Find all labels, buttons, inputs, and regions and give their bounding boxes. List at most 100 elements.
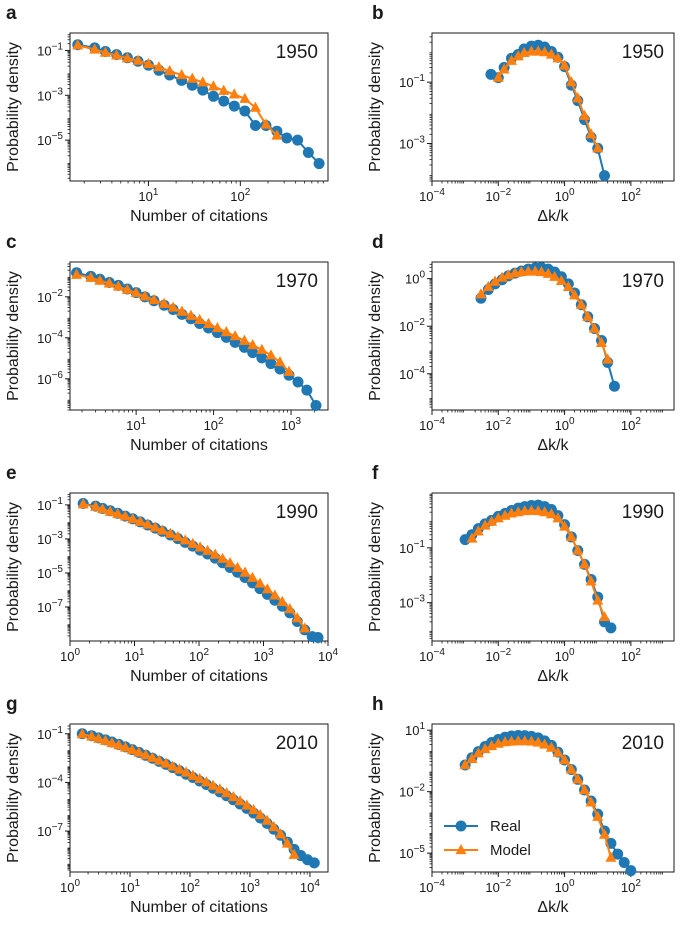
x-tick-label: 103 [240,878,260,895]
data-point-model [598,828,610,839]
y-tick-label: 10−1 [37,725,63,742]
panel-letter: c [6,232,17,253]
x-tick-label: 102 [230,187,250,204]
year-annotation: 1970 [622,271,664,292]
y-tick-label: 10−5 [399,844,425,861]
y-tick-label: 10−2 [399,783,425,800]
x-tick-label: 10−4 [419,416,445,433]
data-point-model [539,46,551,57]
data-point-model [232,561,244,572]
data-point-model [142,57,154,69]
data-point-model [239,92,251,103]
data-point-model [227,790,239,802]
data-point-model [472,525,484,536]
data-point-model [104,505,116,516]
data-point-real [197,84,209,96]
legend-label-model: Model [490,842,531,859]
data-point-model [185,309,197,320]
data-point-model [275,828,287,839]
data-point-model [164,527,176,538]
data-point-model [249,101,261,112]
data-point-model [489,275,501,286]
y-axis-title: Probability density [367,42,384,172]
y-tick-label: 10−3 [37,530,63,547]
axes-frame [69,261,329,411]
data-point-model [241,799,253,810]
data-point-model [271,129,283,140]
data-point-model [288,848,300,859]
y-axis-title: Probability density [5,271,22,401]
y-tick-label: 101 [405,721,425,738]
y-tick-label: 10−1 [37,41,63,58]
y-tick-label: 10−5 [37,564,63,581]
data-point-model [119,510,131,521]
legend-marker-real [455,820,467,832]
data-point-model [167,760,179,771]
data-point-model [224,557,236,568]
series-model [71,268,295,376]
data-point-model [559,520,571,531]
data-point-model [197,76,209,87]
data-point-model [127,512,139,524]
x-tick-label: 10−2 [485,647,511,664]
data-point-model [172,530,184,542]
y-tick-label: 10−4 [399,365,425,382]
data-point-model [85,271,97,282]
data-point-model [605,851,617,862]
panel-letter: a [6,3,17,24]
data-point-model [545,508,557,519]
data-point-model [585,796,597,807]
data-point-model [121,52,133,63]
data-point-model [562,280,574,292]
x-tick-label: 10−4 [419,187,445,204]
data-point-real [218,95,230,107]
data-point-model [229,330,241,341]
x-tick-label: 103 [281,416,301,433]
x-tick-label: 10−2 [485,878,511,895]
y-tick-label: 10−3 [399,135,425,152]
data-point-model [76,728,88,739]
data-point-model [569,289,581,300]
data-point-real [292,376,304,388]
data-point-model [207,80,219,91]
data-point-model [187,769,199,780]
data-point-model [492,71,504,82]
y-axis-title: Probability density [367,502,384,632]
legend-label-real: Real [490,818,521,835]
data-point-model [498,63,510,74]
data-point-model [200,776,212,787]
panel-f: f 10−1 10−3 10−4 10−2 100 102 Δk/k Probability d… [367,463,675,685]
data-point-real [239,105,251,117]
data-point-real [625,865,637,877]
data-point-real [612,848,624,860]
data-point-model [565,763,577,774]
data-point-model [596,336,608,347]
data-point-model [539,506,551,517]
data-point-model [126,743,138,755]
panel-e: e 10−1 10−3 10−5 10−7 100 101 102 103 104 Number o… [5,463,338,685]
data-point-model [522,265,534,276]
data-point-model [239,566,251,577]
data-point-model [97,503,109,514]
panel-b: b 10−1 10−3 10−4 10−2 100 102 Δk/k Probability d… [367,3,675,225]
data-point-real [228,100,240,112]
x-tick-label: 10−2 [485,416,511,433]
data-point-model [209,548,221,559]
x-tick-label: 102 [621,878,641,895]
data-point-real [618,856,630,868]
x-axis-title: Number of citations [130,668,268,685]
data-point-model [565,76,577,87]
y-tick-label: 10−2 [399,317,425,334]
y-tick-label: 10−1 [37,496,63,513]
y-tick-label: 10−3 [37,86,63,103]
data-point-model [552,52,564,63]
x-tick-label: 10−4 [419,878,445,895]
data-point-model [217,552,229,563]
x-axis-title: Number of citations [130,208,268,225]
data-point-model [276,595,288,606]
data-point-model [179,534,191,545]
data-point-model [479,742,491,754]
x-tick-label: 100 [60,647,80,664]
year-annotation: 1970 [276,271,318,292]
data-point-model [472,747,484,758]
